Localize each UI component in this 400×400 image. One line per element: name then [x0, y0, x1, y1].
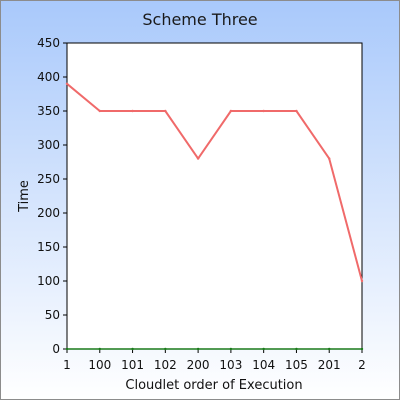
data-point [196, 157, 200, 160]
x-tick-label: 103 [219, 358, 242, 372]
x-tick-label: 201 [318, 358, 341, 372]
y-tick-label: 350 [37, 104, 60, 118]
plot-area [66, 42, 363, 350]
x-tick-label: 2 [358, 358, 366, 372]
data-point [98, 347, 101, 351]
y-tick-label: 400 [37, 70, 60, 84]
data-point [164, 109, 167, 113]
y-tick-label: 250 [37, 172, 60, 186]
data-point [65, 82, 69, 86]
data-point [328, 157, 331, 160]
data-point [65, 347, 69, 351]
data-point [295, 109, 298, 113]
data-point [360, 347, 364, 351]
y-tick-label: 300 [37, 138, 60, 152]
x-tick-label: 101 [121, 358, 144, 372]
data-point [196, 347, 200, 351]
data-point [360, 279, 364, 283]
data-point [98, 109, 101, 113]
data-point [328, 347, 331, 351]
data-point [229, 109, 233, 113]
x-tick-label: 100 [88, 358, 111, 372]
data-point [131, 347, 134, 351]
x-tick-label: 102 [154, 358, 177, 372]
x-tick-label: 105 [285, 358, 308, 372]
data-point [164, 347, 167, 351]
data-point [262, 109, 265, 113]
y-tick-label: 150 [37, 240, 60, 254]
data-point [295, 347, 298, 351]
x-tick-label: 104 [252, 358, 275, 372]
x-axis-label: Cloudlet order of Execution [125, 378, 302, 393]
x-axis-ticks: 1 100 101 102 200 103 104 105 201 2 [63, 349, 366, 372]
y-tick-label: 200 [37, 206, 60, 220]
y-tick-label: 50 [45, 308, 60, 322]
data-point [229, 347, 233, 351]
y-tick-label: 450 [37, 36, 60, 50]
y-tick-label: 100 [37, 274, 60, 288]
series-line-1 [66, 83, 363, 282]
y-tick-label: 0 [52, 342, 60, 356]
x-tick-label: 1 [63, 358, 71, 372]
y-axis-label: Time [17, 180, 32, 213]
x-tick-label: 200 [187, 358, 210, 372]
data-point [131, 109, 134, 113]
chart-title: Scheme Three [142, 10, 257, 29]
series-layer [65, 82, 364, 351]
data-point [262, 347, 265, 351]
y-axis-ticks: 0 50 100 150 200 250 300 350 400 450 [37, 36, 67, 356]
